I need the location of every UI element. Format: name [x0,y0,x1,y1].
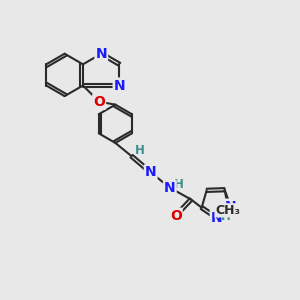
Text: CH₃: CH₃ [215,204,240,217]
Text: N: N [225,200,237,214]
Text: O: O [93,95,105,109]
Text: N: N [145,165,157,179]
Text: H: H [220,210,230,223]
Text: H: H [135,144,145,157]
Text: N: N [164,181,176,195]
Text: O: O [170,209,182,223]
Text: H: H [174,178,184,191]
Text: N: N [211,211,222,225]
Text: N: N [114,79,125,92]
Text: N: N [95,47,107,61]
